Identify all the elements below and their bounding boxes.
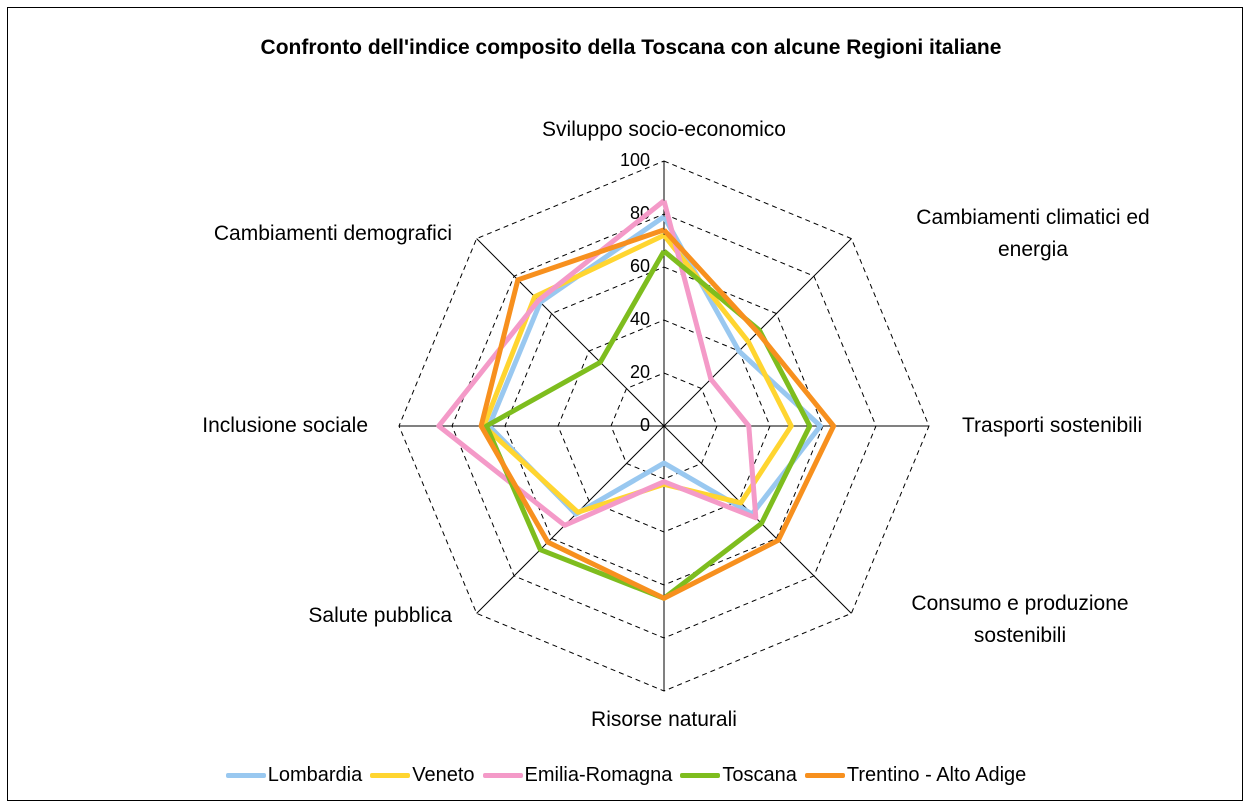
- tick-label: 0: [640, 415, 650, 435]
- axis-label: Trasporti sostenibili: [962, 414, 1143, 437]
- legend-swatch: [804, 773, 845, 778]
- tick-label: 20: [630, 362, 650, 382]
- chart-frame: [7, 7, 1243, 801]
- legend: Lombardia Veneto Emilia-Romagna Toscana Tren…: [0, 764, 1252, 787]
- legend-item: Trentino - Alto Adige: [804, 764, 1027, 787]
- series-line: [486, 214, 823, 517]
- axis-label: Sviluppo socio-economico: [542, 118, 786, 141]
- legend-swatch: [370, 773, 411, 778]
- legend-item: Emilia-Romagna: [482, 764, 673, 787]
- axis-label: Consumo e produzione sostenibili: [911, 592, 1129, 647]
- legend-swatch: [680, 773, 721, 778]
- legend-item: Toscana: [680, 764, 797, 787]
- series-line: [436, 198, 759, 528]
- tick-label: 60: [630, 256, 650, 276]
- legend-label: Toscana: [722, 764, 797, 786]
- legend-label: Veneto: [412, 764, 475, 786]
- series-line: [478, 227, 837, 601]
- axis-label: Cambiamenti climatici ed energia: [916, 206, 1150, 261]
- spoke: [476, 238, 665, 427]
- axis-label: Salute pubblica: [308, 604, 452, 627]
- axis-label: Risorse naturali: [591, 708, 737, 731]
- tick-label: 40: [630, 309, 650, 329]
- spoke: [663, 425, 852, 614]
- spoke: [476, 425, 665, 614]
- legend-swatch: [482, 773, 523, 778]
- legend-item: Lombardia: [225, 764, 363, 787]
- tick-label: 100: [620, 150, 650, 170]
- axis-label: Cambiamenti demografici: [213, 222, 452, 245]
- legend-label: Trentino - Alto Adige: [846, 764, 1027, 786]
- legend-label: Emilia-Romagna: [524, 764, 673, 786]
- legend-label: Lombardia: [267, 764, 363, 786]
- axis-label: Inclusione sociale: [202, 414, 368, 437]
- legend-swatch: [225, 773, 266, 778]
- legend-item: Veneto: [370, 764, 475, 787]
- chart-title: Confronto dell'indice composito della To…: [260, 36, 1002, 59]
